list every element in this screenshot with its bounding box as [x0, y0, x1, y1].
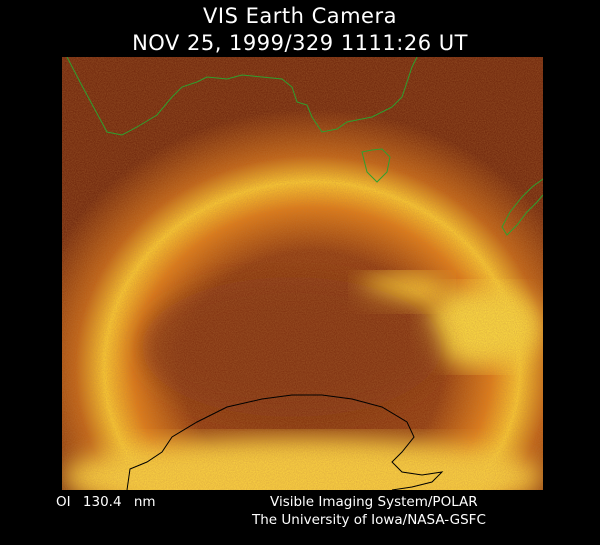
aurora-image: [62, 57, 543, 490]
coastline-antarctica: [126, 394, 444, 490]
image-timestamp: NOV 25, 1999/329 1111:26 UT: [132, 31, 468, 55]
image-title: VIS Earth Camera: [203, 4, 397, 28]
coastline-australia: [66, 57, 418, 136]
wavelength-label: OI 130.4 nm: [56, 494, 156, 510]
coastline-tasmania: [361, 148, 391, 183]
credit-line-2: The University of Iowa/NASA-GSFC: [252, 512, 486, 528]
coastline-new-zealand: [501, 178, 543, 236]
credit-line-1: Visible Imaging System/POLAR: [270, 494, 478, 510]
image-noise: [62, 57, 543, 490]
